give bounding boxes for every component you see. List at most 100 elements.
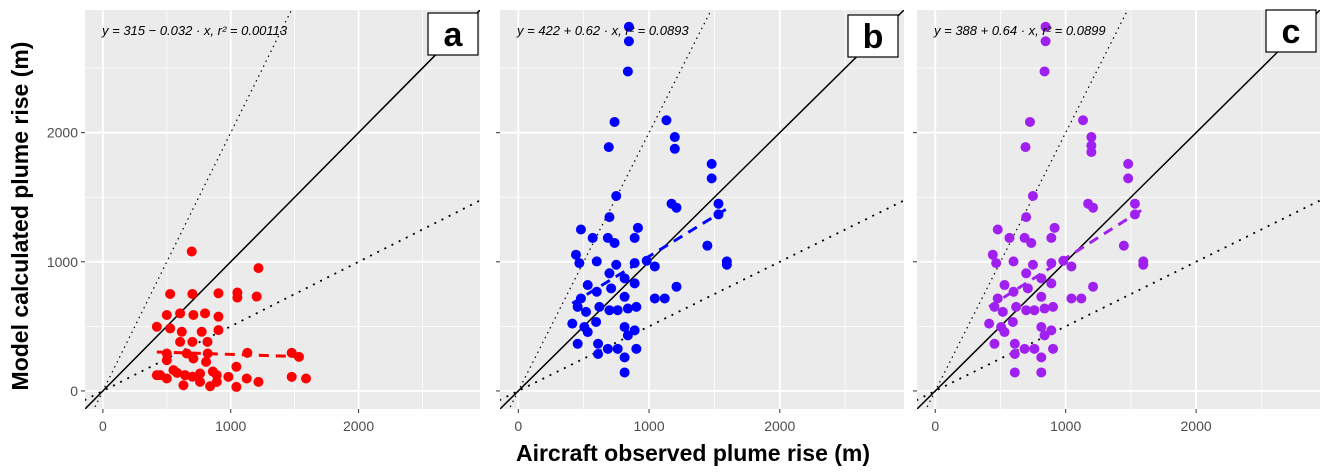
data-point: [151, 321, 162, 332]
data-point: [253, 263, 264, 274]
data-point: [202, 348, 213, 359]
data-point: [196, 326, 207, 337]
data-point: [187, 288, 198, 299]
regression-line: [571, 207, 728, 305]
data-point: [1009, 338, 1020, 349]
data-point: [188, 353, 199, 364]
data-point: [593, 338, 604, 349]
data-point: [713, 198, 724, 209]
data-point: [1024, 116, 1035, 127]
data-point: [253, 376, 264, 387]
data-point: [669, 143, 680, 154]
data-point: [213, 288, 224, 299]
panel-label: a: [444, 16, 464, 54]
data-point: [604, 268, 615, 279]
y-tick-label: 2000: [47, 125, 78, 141]
data-point: [211, 376, 222, 387]
data-point: [1048, 343, 1059, 354]
data-point: [1129, 198, 1140, 209]
data-point: [213, 311, 224, 322]
data-point: [178, 380, 189, 391]
data-point: [721, 259, 732, 270]
data-point: [1088, 281, 1099, 292]
data-point: [623, 21, 634, 32]
data-point: [1027, 259, 1038, 270]
data-point: [195, 368, 206, 379]
data-point: [187, 371, 198, 382]
data-point: [632, 222, 643, 233]
panel-b: 0 1000 2000 y = 422 + 0.62 · x, r² = 0.0893…: [496, 10, 904, 434]
data-point: [1029, 305, 1040, 316]
one-to-two-line: [85, 199, 480, 401]
data-point: [999, 280, 1010, 291]
data-point: [1040, 21, 1051, 32]
data-point: [623, 36, 634, 47]
x-tick-label: 0: [514, 418, 522, 434]
data-point: [200, 308, 211, 319]
data-point: [1066, 261, 1077, 272]
data-point: [241, 373, 252, 384]
data-point: [202, 336, 213, 347]
data-point: [606, 283, 617, 294]
data-point: [661, 115, 672, 126]
data-point: [207, 366, 218, 377]
data-point: [1046, 232, 1057, 243]
data-point: [1007, 316, 1018, 327]
data-point: [213, 325, 224, 336]
x-tick-label: 0: [931, 418, 939, 434]
data-point: [611, 190, 622, 201]
data-point: [619, 291, 630, 302]
data-point: [611, 259, 622, 270]
data-point: [1009, 367, 1020, 378]
data-point: [631, 343, 642, 354]
data-point: [1088, 202, 1099, 213]
data-point: [706, 173, 717, 184]
data-point: [622, 66, 633, 77]
data-point: [1008, 256, 1019, 267]
data-point: [619, 322, 630, 333]
data-point: [604, 305, 615, 316]
data-point: [987, 249, 998, 260]
data-point: [609, 116, 620, 127]
data-point: [165, 288, 176, 299]
y-tick-label: 1000: [47, 254, 78, 270]
data-point: [1123, 158, 1134, 169]
data-point: [151, 370, 162, 381]
regression-equation: y = 388 + 0.64 · x, r² = 0.0899: [933, 23, 1106, 38]
data-point: [1020, 142, 1031, 153]
data-point: [1036, 352, 1047, 363]
x-tick-label: 2000: [764, 418, 795, 434]
data-point: [612, 305, 623, 316]
data-point: [989, 338, 1000, 349]
two-to-one-line: [93, 10, 293, 409]
data-point: [1036, 367, 1047, 378]
data-point: [161, 355, 172, 366]
data-point: [161, 373, 172, 384]
regression-line: [156, 350, 307, 359]
data-point: [1021, 268, 1032, 279]
data-point: [631, 301, 642, 312]
data-point: [622, 303, 633, 314]
data-point: [165, 323, 176, 334]
data-point: [629, 232, 640, 243]
y-tick-label: 0: [70, 383, 78, 399]
regression-equation: y = 315 − 0.032 · x, r² = 0.00113: [101, 23, 288, 38]
data-point: [609, 237, 620, 248]
data-point: [1021, 212, 1032, 223]
data-point: [641, 255, 652, 266]
data-point: [232, 292, 243, 303]
data-point: [671, 202, 682, 213]
data-point: [175, 336, 186, 347]
data-point: [1036, 322, 1047, 333]
data-point: [1118, 240, 1129, 251]
x-tick-label: 1000: [1050, 418, 1081, 434]
data-point: [187, 336, 198, 347]
data-point: [231, 361, 242, 372]
data-point: [992, 293, 1003, 304]
data-point: [612, 343, 623, 354]
panel-label-box: [847, 14, 899, 58]
data-point: [984, 318, 995, 329]
data-point: [1040, 36, 1051, 47]
data-point: [619, 273, 630, 284]
